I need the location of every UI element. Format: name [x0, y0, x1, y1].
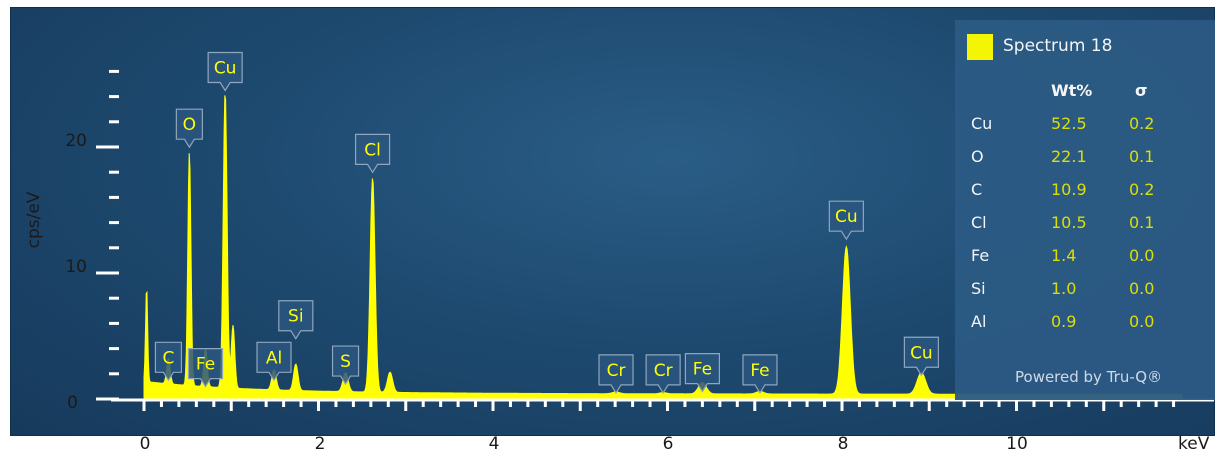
peak-label-fe: Fe [684, 353, 720, 393]
row-wt: 0.9 [1051, 312, 1077, 331]
peak-label-cl: Cl [354, 133, 391, 174]
peak-label-box [256, 341, 292, 382]
peak-label-text: Cr [654, 361, 673, 381]
row-wt: 1.4 [1051, 246, 1077, 265]
peak-label-al: Al [256, 341, 292, 382]
peak-label-cu: Cu [828, 200, 864, 241]
peak-label-si: Si [278, 300, 314, 340]
peak-label-text: Si [288, 307, 304, 327]
row-element: Cu [971, 114, 993, 133]
quant-results-panel: Spectrum 18 Wt% σ Cu 52.5 0.2 O 22.1 0.1… [955, 20, 1215, 400]
peak-label-text: Cu [214, 59, 237, 79]
x-tick-label-2: 2 [314, 434, 326, 454]
row-sigma: 0.0 [1129, 279, 1155, 298]
row-sigma: 0.2 [1129, 180, 1155, 199]
row-wt: 52.5 [1051, 114, 1087, 133]
peak-label-box [903, 336, 939, 377]
peak-label-box [828, 200, 864, 241]
legend-swatch [967, 34, 993, 60]
peak-label-box [598, 354, 634, 395]
row-element: Cl [971, 213, 987, 232]
peak-label-cu: Cu [903, 336, 939, 377]
peak-label-text: Fe [693, 360, 712, 380]
x-tick-label-10: 10 [1006, 434, 1028, 454]
x-tick-label-6: 6 [662, 434, 674, 454]
row-sigma: 0.1 [1129, 147, 1155, 166]
peak-label-cr: Cr [598, 354, 634, 395]
peak-label-text: Cu [835, 207, 858, 227]
x-tick-label-4: 4 [488, 434, 500, 454]
peak-label-box [354, 133, 391, 174]
peak-label-box [742, 354, 778, 395]
row-sigma: 0.2 [1129, 114, 1155, 133]
peak-label-text: O [183, 115, 196, 135]
y-tick-label-20: 20 [65, 131, 87, 151]
row-element: C [971, 180, 983, 199]
wt-header: Wt% [1051, 81, 1093, 100]
row-element: Si [971, 279, 986, 298]
row-element: Al [971, 312, 987, 331]
y-tick-label-0: 0 [67, 393, 78, 413]
row-element: O [971, 147, 984, 166]
peak-label-box [684, 353, 720, 393]
peak-label-text: S [340, 352, 351, 372]
peak-label-box [207, 51, 243, 92]
peak-label-box [331, 345, 360, 386]
row-sigma: 0.0 [1129, 312, 1155, 331]
row-wt: 10.9 [1051, 180, 1087, 199]
sigma-header: σ [1135, 81, 1148, 100]
peak-label-box [278, 300, 314, 340]
legend-series-name: Spectrum 18 [1003, 36, 1113, 56]
peak-label-cu: Cu [207, 51, 243, 92]
y-tick-label-10: 10 [65, 257, 87, 277]
peak-label-text: Fe [196, 355, 215, 375]
peak-label-cr: Cr [645, 354, 681, 395]
peak-label-fe: Fe [187, 348, 224, 388]
x-unit-label: keV [1178, 434, 1210, 454]
peak-label-text: Cr [607, 361, 626, 381]
peak-label-box [645, 354, 681, 395]
peak-label-o: O [175, 108, 203, 149]
x-tick-label-0: 0 [139, 434, 151, 454]
peak-label-box [187, 348, 224, 388]
peak-label-text: Cu [910, 343, 933, 363]
peak-label-text: Cl [364, 140, 381, 160]
row-wt: 1.0 [1051, 279, 1077, 298]
y-axis-label: cps/eV [24, 191, 44, 249]
peak-label-text: C [162, 348, 174, 368]
row-wt: 10.5 [1051, 213, 1087, 232]
powered-by-text: Powered by Tru-Q® [1015, 368, 1163, 386]
row-wt: 22.1 [1051, 147, 1087, 166]
row-sigma: 0.1 [1129, 213, 1155, 232]
row-element: Fe [971, 246, 990, 265]
peak-label-s: S [331, 345, 360, 386]
peak-label-text: Fe [750, 361, 769, 381]
peak-label-box [154, 341, 183, 382]
peak-label-text: Al [266, 348, 282, 368]
peak-label-c: C [154, 341, 183, 382]
row-sigma: 0.0 [1129, 246, 1155, 265]
x-tick-label-8: 8 [837, 434, 849, 454]
peak-label-box [175, 108, 203, 149]
peak-label-fe: Fe [742, 354, 778, 395]
